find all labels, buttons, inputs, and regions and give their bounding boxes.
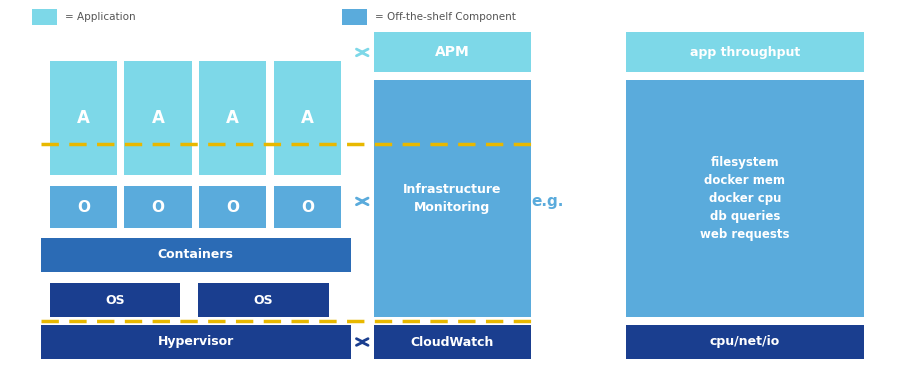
FancyBboxPatch shape xyxy=(124,186,192,228)
Text: OS: OS xyxy=(105,294,124,307)
Text: A: A xyxy=(76,109,90,127)
FancyBboxPatch shape xyxy=(342,9,367,25)
Text: app throughput: app throughput xyxy=(689,46,800,59)
Text: O: O xyxy=(151,200,165,215)
Text: O: O xyxy=(76,200,90,215)
FancyBboxPatch shape xyxy=(374,325,531,359)
Text: APM: APM xyxy=(435,45,470,59)
FancyBboxPatch shape xyxy=(626,80,864,317)
Text: A: A xyxy=(151,109,165,127)
Text: OS: OS xyxy=(254,294,273,307)
Text: O: O xyxy=(301,200,314,215)
Text: Hypervisor: Hypervisor xyxy=(158,336,234,348)
FancyBboxPatch shape xyxy=(198,283,328,317)
FancyBboxPatch shape xyxy=(199,61,266,175)
FancyBboxPatch shape xyxy=(50,186,117,228)
Text: e.g.: e.g. xyxy=(531,194,563,209)
Text: CloudWatch: CloudWatch xyxy=(410,336,494,348)
FancyBboxPatch shape xyxy=(50,283,180,317)
FancyBboxPatch shape xyxy=(626,325,864,359)
FancyBboxPatch shape xyxy=(374,32,531,72)
Text: cpu/net/io: cpu/net/io xyxy=(709,336,780,348)
FancyBboxPatch shape xyxy=(626,32,864,72)
FancyBboxPatch shape xyxy=(124,61,192,175)
Text: Infrastructure
Monitoring: Infrastructure Monitoring xyxy=(403,183,501,214)
FancyBboxPatch shape xyxy=(274,61,341,175)
Text: filesystem
docker mem
docker cpu
db queries
web requests: filesystem docker mem docker cpu db quer… xyxy=(700,156,789,241)
Text: = Off-the-shelf Component: = Off-the-shelf Component xyxy=(375,12,517,22)
Text: A: A xyxy=(226,109,239,127)
FancyBboxPatch shape xyxy=(40,238,351,272)
FancyBboxPatch shape xyxy=(50,61,117,175)
FancyBboxPatch shape xyxy=(32,9,57,25)
FancyBboxPatch shape xyxy=(199,186,266,228)
FancyBboxPatch shape xyxy=(374,80,531,317)
Text: O: O xyxy=(226,200,239,215)
Text: Containers: Containers xyxy=(158,248,234,261)
FancyBboxPatch shape xyxy=(40,325,351,359)
FancyBboxPatch shape xyxy=(274,186,341,228)
Text: A: A xyxy=(301,109,314,127)
Text: = Application: = Application xyxy=(65,12,135,22)
